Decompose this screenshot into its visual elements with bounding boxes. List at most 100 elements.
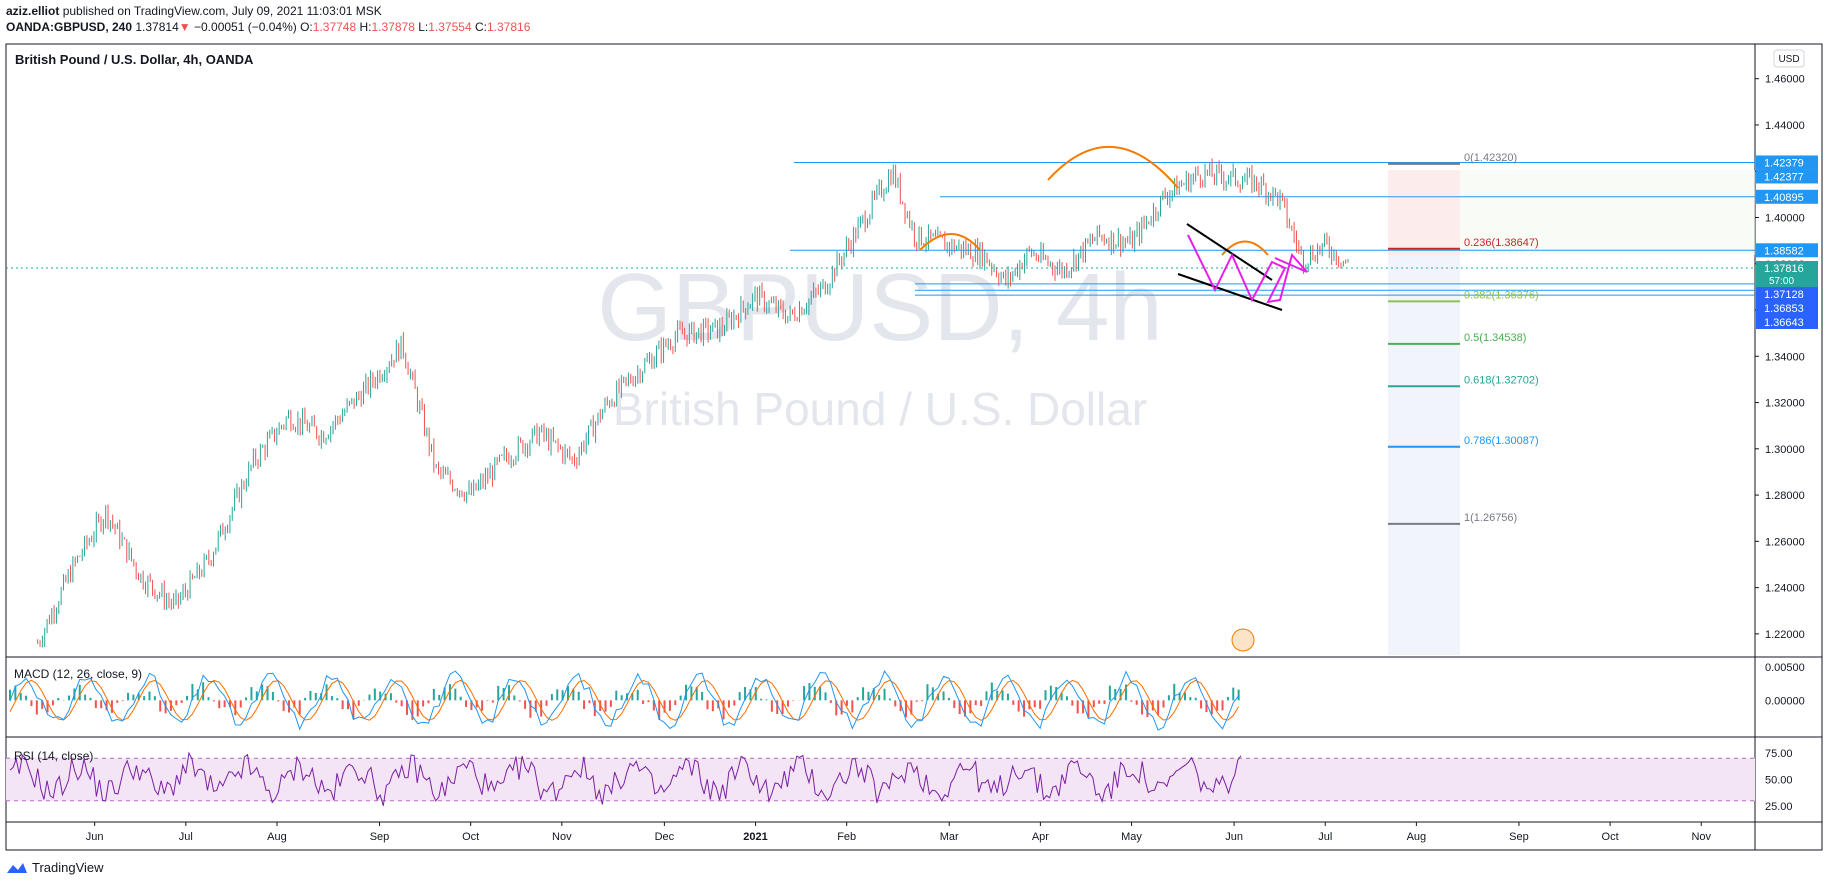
rsi-band	[6, 758, 1755, 801]
fib-level-label: 0.786(1.30087)	[1464, 435, 1539, 447]
price-axis-label	[1756, 287, 1818, 302]
price-axis-label-text: 1.42379	[1764, 157, 1804, 169]
time-tick-label: Aug	[1407, 831, 1427, 843]
time-tick-label: Jun	[86, 831, 104, 843]
price-tick-label: 1.28000	[1765, 490, 1805, 502]
price-axis-label-text: 1.37128	[1764, 289, 1804, 301]
macd-tick-label: 0.00000	[1765, 695, 1805, 707]
price-tick-label: 1.30000	[1765, 444, 1805, 456]
arc-head	[1047, 146, 1179, 189]
price-change: −0.00051 (−0.04%)	[194, 20, 297, 34]
macd-signal-line	[9, 679, 1240, 721]
chart-title: British Pound / U.S. Dollar, 4h, OANDA	[15, 52, 254, 67]
low-label: L:	[418, 20, 429, 34]
price-tick-label: 1.34000	[1765, 351, 1805, 363]
event-flag-icon[interactable]	[1231, 628, 1255, 652]
time-tick-label: Feb	[837, 831, 856, 843]
author-name[interactable]: aziz.elliot	[6, 4, 60, 18]
price-axis-label	[1756, 243, 1818, 258]
publish-info: published on TradingView.com, July 09, 2…	[62, 4, 382, 18]
rsi-label: RSI (14, close)	[14, 749, 93, 763]
chart-header: aziz.elliot published on TradingView.com…	[6, 3, 530, 35]
price-tick-label: 1.40000	[1765, 212, 1805, 224]
time-tick-label: Jun	[1225, 831, 1243, 843]
projection-path	[1187, 234, 1308, 304]
rsi-tick-label: 25.00	[1765, 801, 1793, 813]
rsi-tick-label: 50.00	[1765, 775, 1793, 787]
currency-badge[interactable]	[1773, 49, 1805, 68]
fib-level-label: 0(1.42320)	[1464, 152, 1517, 164]
price-axis-label-text: 1.37816	[1764, 263, 1804, 275]
price-axis-label-text: 1.40895	[1764, 192, 1804, 204]
time-tick-label: 2021	[743, 831, 767, 843]
price-axis-label	[1756, 315, 1818, 330]
fib-zone-0-0236	[1388, 170, 1460, 255]
time-tick-label: Sep	[370, 831, 390, 843]
rsi-tick-label: 75.00	[1765, 748, 1793, 760]
price-axis-label	[1756, 169, 1818, 184]
open-label: O:	[300, 20, 313, 34]
fib-zone-extend	[1460, 170, 1755, 255]
trendline-upper[interactable]	[1186, 223, 1273, 281]
ohlc-line: OANDA:GBPUSD, 240 1.37814▼ −0.00051 (−0.…	[6, 19, 530, 35]
watermark-symbol: GBPUSD, 4h	[597, 254, 1163, 361]
footer-brand-label: TradingView	[32, 860, 104, 875]
price-tick-label: 1.22000	[1765, 629, 1805, 641]
fib-level-label: 0.382(1.36376)	[1464, 289, 1539, 301]
watermark-name: British Pound / U.S. Dollar	[613, 383, 1147, 435]
time-tick-label: Sep	[1509, 831, 1529, 843]
low-value: 1.37554	[428, 20, 472, 34]
arc-left-shoulder	[919, 233, 981, 251]
trendline-lower[interactable]	[1177, 273, 1283, 311]
last-price: 1.37814	[135, 20, 179, 34]
price-axis-label-text: 1.36853	[1764, 303, 1804, 315]
high-value: 1.37878	[371, 20, 415, 34]
price-axis-label	[1756, 261, 1818, 288]
price-tick-label: 1.46000	[1765, 74, 1805, 86]
chart-frame	[5, 43, 1823, 851]
fib-zone-lower	[1388, 255, 1460, 655]
price-tick-label: 1.44000	[1765, 120, 1805, 132]
fib-level-label: 0.618(1.32702)	[1464, 374, 1539, 386]
macd-tick-label: 0.00500	[1765, 662, 1805, 674]
price-tick-label: 1.26000	[1765, 536, 1805, 548]
time-tick-label: Aug	[267, 831, 287, 843]
time-tick-label: Oct	[1602, 831, 1619, 843]
high-label: H:	[359, 20, 372, 34]
price-axis-label	[1756, 155, 1818, 170]
time-tick-label: Jul	[179, 831, 193, 843]
macd-line	[9, 669, 1240, 731]
time-tick-label: Nov	[1691, 831, 1711, 843]
footer-brand[interactable]: TradingView	[6, 860, 104, 875]
down-arrow-icon: ▼	[178, 20, 191, 34]
time-tick-label: May	[1121, 831, 1142, 843]
time-tick-label: Apr	[1032, 831, 1049, 843]
price-axis-label	[1756, 301, 1818, 316]
price-tick-label: 1.24000	[1765, 583, 1805, 595]
tradingview-logo-icon	[7, 862, 27, 873]
symbol-label: OANDA:GBPUSD, 240	[6, 20, 133, 34]
countdown-label: 57:00	[1769, 276, 1794, 287]
price-tick-label: 1.32000	[1765, 398, 1805, 410]
arc-right-shoulder	[1221, 240, 1269, 256]
price-axis-label-text: 1.36643	[1764, 317, 1804, 329]
fib-level-label: 0.236(1.38647)	[1464, 237, 1539, 249]
price-axis-label-text: 1.42377	[1764, 171, 1804, 183]
publish-line: aziz.elliot published on TradingView.com…	[6, 3, 530, 19]
time-tick-label: Dec	[655, 831, 675, 843]
time-tick-label: Mar	[940, 831, 959, 843]
macd-label: MACD (12, 26, close, 9)	[14, 667, 142, 681]
rsi-line	[9, 751, 1242, 806]
close-value: 1.37816	[486, 20, 531, 34]
currency-badge-label: USD	[1778, 54, 1799, 65]
fib-level-label: 1(1.26756)	[1464, 512, 1517, 524]
open-value: 1.37748	[312, 20, 357, 34]
time-tick-label: Jul	[1318, 831, 1332, 843]
price-axis-label-text: 1.38582	[1764, 245, 1804, 257]
price-axis-label	[1756, 189, 1818, 204]
close-label: C:	[474, 20, 487, 34]
time-tick-label: Oct	[462, 831, 479, 843]
fib-level-label: 0.5(1.34538)	[1464, 332, 1526, 344]
time-tick-label: Nov	[552, 831, 572, 843]
